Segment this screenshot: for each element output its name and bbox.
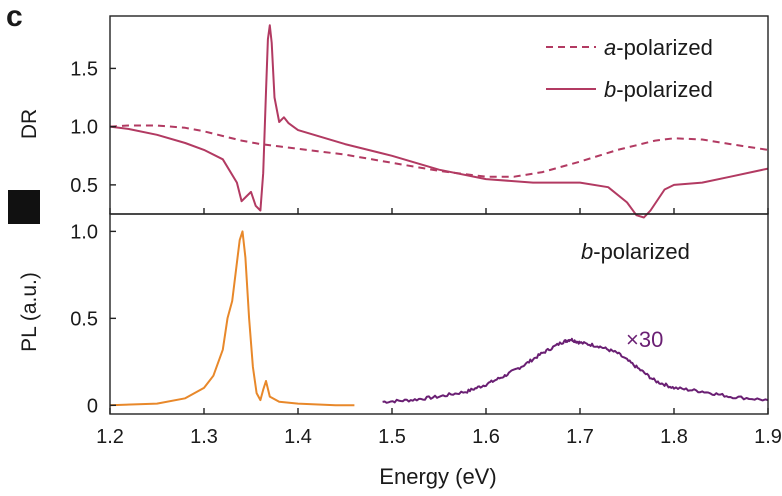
dr-y-axis-label: DR (18, 109, 41, 139)
x-tick-label: 1.8 (660, 426, 688, 448)
pl-panel: 0 0.5 1.0 1.2 1.3 1.4 1.5 1.6 1.7 1.8 1.9 PL (a.u… (18, 213, 782, 489)
pl-title-rest: -polarized (593, 239, 690, 264)
legend-label-a-italic: a (604, 35, 616, 60)
x-tick-label: 1.9 (754, 426, 782, 448)
x30-annotation: ×30 (626, 327, 663, 352)
dr-plot-area (109, 24, 769, 219)
x-tick-label: 1.3 (190, 426, 218, 448)
legend-label-b-rest: -polarized (616, 77, 713, 102)
pl-y-tick-label: 1.0 (70, 221, 98, 243)
pl-axes (109, 213, 769, 415)
pl-x-tick-labels: 1.2 1.3 1.4 1.5 1.6 1.7 1.8 1.9 (96, 426, 782, 448)
x-tick-label: 1.5 (378, 426, 406, 448)
pl-frame (109, 213, 769, 415)
x-tick-label: 1.2 (96, 426, 124, 448)
legend-label-a: a-polarized (604, 35, 713, 60)
pl-title-italic: b (581, 239, 593, 264)
panel-letter: c (6, 0, 23, 33)
pl-y-tick-labels: 0 0.5 1.0 (70, 221, 98, 417)
dr-y-tick-label: 0.5 (70, 175, 98, 197)
x-axis-label: Energy (eV) (379, 464, 496, 489)
dr-y-tick-label: 1.0 (70, 117, 98, 139)
pl-panel-title: b-polarized (581, 239, 690, 264)
legend-label-b: b-polarized (604, 77, 713, 102)
dr-panel: 0.5 1.0 1.5 DR a-polarized b-polarized (18, 15, 769, 219)
x-tick-label: 1.4 (284, 426, 312, 448)
legend-label-a-rest: -polarized (616, 35, 713, 60)
dr-series-a-polarized (109, 124, 769, 178)
dr-legend: a-polarized b-polarized (546, 35, 713, 102)
legend-label-b-italic: b (604, 77, 616, 102)
pl-series-line-1 (109, 230, 355, 407)
dr-y-tick-labels: 0.5 1.0 1.5 (70, 58, 98, 196)
pl-series-line-2 (382, 337, 769, 404)
dr-y-tick-label: 1.5 (70, 58, 98, 80)
dr-series-b-polarized (109, 24, 769, 219)
pl-y-tick-label: 0 (87, 395, 98, 417)
pl-plot-area (109, 230, 769, 407)
pl-y-tick-label: 0.5 (70, 308, 98, 330)
x-tick-label: 1.7 (566, 426, 594, 448)
x-tick-label: 1.6 (472, 426, 500, 448)
pl-y-axis-label: PL (a.u.) (18, 272, 41, 352)
black-square-marker (8, 190, 40, 224)
